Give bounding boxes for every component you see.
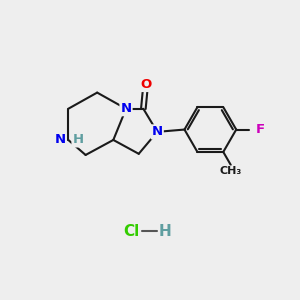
Text: H: H	[159, 224, 172, 239]
Text: H: H	[72, 134, 84, 146]
Text: N: N	[121, 102, 132, 115]
Text: CH₃: CH₃	[220, 167, 242, 176]
Text: O: O	[140, 78, 151, 91]
Text: F: F	[255, 123, 265, 136]
Text: Cl: Cl	[124, 224, 140, 239]
Text: N: N	[152, 125, 163, 138]
Text: N: N	[54, 134, 65, 146]
